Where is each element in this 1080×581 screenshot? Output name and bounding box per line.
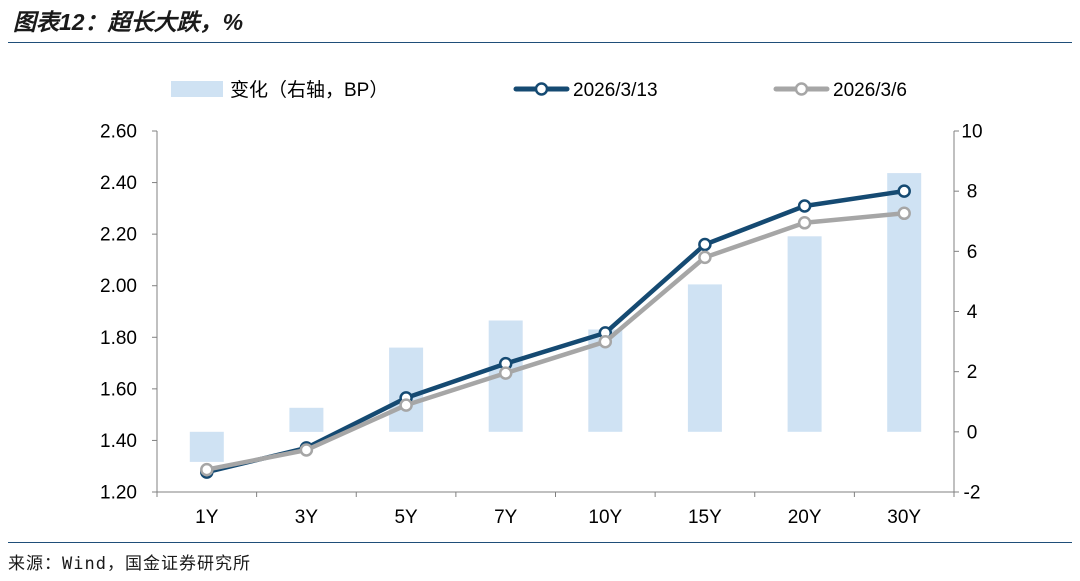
right-axis-tick-label: 10 bbox=[961, 122, 982, 143]
x-axis-category-label: 1Y bbox=[195, 507, 219, 528]
x-axis-labels: 1Y 3Y 5Y 7Y 10Y 15Y 20Y 30Y bbox=[195, 507, 921, 528]
yield-marker-2026-3-6-5Y bbox=[399, 398, 413, 412]
title-divider bbox=[8, 42, 1072, 43]
yield-marker-2026-3-6-7Y bbox=[498, 366, 513, 380]
yield-marker-2026-3-6-30Y bbox=[897, 206, 911, 221]
legend-label-2026-3-13: 2026/3/13 bbox=[573, 80, 658, 101]
change-bar-3Y bbox=[289, 407, 324, 432]
source-divider bbox=[8, 542, 1072, 543]
yield-marker-2026-3-6-1Y bbox=[200, 462, 214, 477]
yield-line-2026-3-13 bbox=[204, 188, 907, 475]
right-axis-tick-label: -2 bbox=[964, 483, 981, 504]
yield-marker-2026-3-6-15Y bbox=[698, 250, 712, 265]
legend-item-change: 变化（右轴，BP） bbox=[171, 79, 388, 101]
x-axis-category-label: 7Y bbox=[494, 507, 518, 528]
chart-title: 图表12：超长大跌，% bbox=[13, 9, 244, 35]
left-axis-tick-label: 1.40 bbox=[100, 431, 137, 452]
right-axis-tick-label: 2 bbox=[967, 362, 978, 383]
right-axis-tick-label: 6 bbox=[967, 242, 978, 263]
left-axis-tick-label: 2.00 bbox=[100, 276, 137, 297]
x-axis-category-label: 15Y bbox=[688, 507, 722, 528]
yield-lines bbox=[200, 184, 911, 479]
legend-marker-2026-3-13 bbox=[534, 82, 549, 96]
legend: 变化（右轴，BP） 2026/3/13 2026/3/6 bbox=[171, 79, 907, 101]
x-axis-category-label: 10Y bbox=[588, 507, 622, 528]
right-axis-tick-label: 8 bbox=[967, 182, 978, 203]
left-axis-labels: 1.20 1.40 1.60 1.80 2.00 2.20 2.40 2.60 bbox=[100, 122, 137, 504]
left-axis-tick-label: 1.60 bbox=[100, 379, 137, 400]
left-axis-tick-label: 1.80 bbox=[100, 328, 137, 349]
yield-line-2026-3-6 bbox=[204, 211, 907, 472]
legend-label-change: 变化（右轴，BP） bbox=[230, 79, 388, 101]
left-axis-tick-label: 1.20 bbox=[100, 483, 137, 504]
left-axis-tick-label: 2.60 bbox=[100, 122, 137, 143]
right-axis-tick-label: 0 bbox=[967, 422, 978, 443]
right-axis-tick-label: 4 bbox=[967, 302, 978, 323]
legend-item-2026-3-13: 2026/3/13 bbox=[513, 80, 658, 101]
change-bar-1Y bbox=[189, 431, 224, 462]
change-bar-5Y bbox=[389, 347, 424, 432]
legend-label-2026-3-6: 2026/3/6 bbox=[833, 80, 907, 101]
x-axis-category-label: 5Y bbox=[394, 507, 418, 528]
yield-marker-2026-3-6-10Y bbox=[598, 334, 613, 349]
x-axis-category-label: 20Y bbox=[788, 507, 822, 528]
legend-swatch-change bbox=[171, 81, 223, 97]
legend-item-2026-3-6: 2026/3/6 bbox=[773, 80, 907, 101]
legend-marker-2026-3-6 bbox=[794, 82, 809, 96]
yield-marker-2026-3-13-20Y bbox=[797, 199, 812, 213]
yield-marker-2026-3-13-30Y bbox=[897, 184, 911, 198]
right-axis-labels: -2 0 2 4 6 8 10 bbox=[961, 122, 982, 504]
change-bar-20Y bbox=[787, 236, 822, 432]
source-note: 来源：Wind，国金证券研究所 bbox=[8, 554, 251, 574]
change-bar-15Y bbox=[687, 284, 722, 432]
yield-marker-2026-3-6-3Y bbox=[299, 443, 314, 457]
x-axis-category-label: 3Y bbox=[295, 507, 319, 528]
left-axis-tick-label: 2.20 bbox=[100, 225, 137, 246]
change-bars bbox=[189, 173, 922, 462]
left-axis-tick-label: 2.40 bbox=[100, 173, 137, 194]
yield-marker-2026-3-13-15Y bbox=[698, 237, 712, 252]
x-axis-category-label: 30Y bbox=[887, 507, 921, 528]
yield-marker-2026-3-6-20Y bbox=[797, 216, 812, 230]
axes: 1.20 1.40 1.60 1.80 2.00 2.20 2.40 2.60 -2 0 2 4 6 8 1… bbox=[100, 122, 983, 529]
